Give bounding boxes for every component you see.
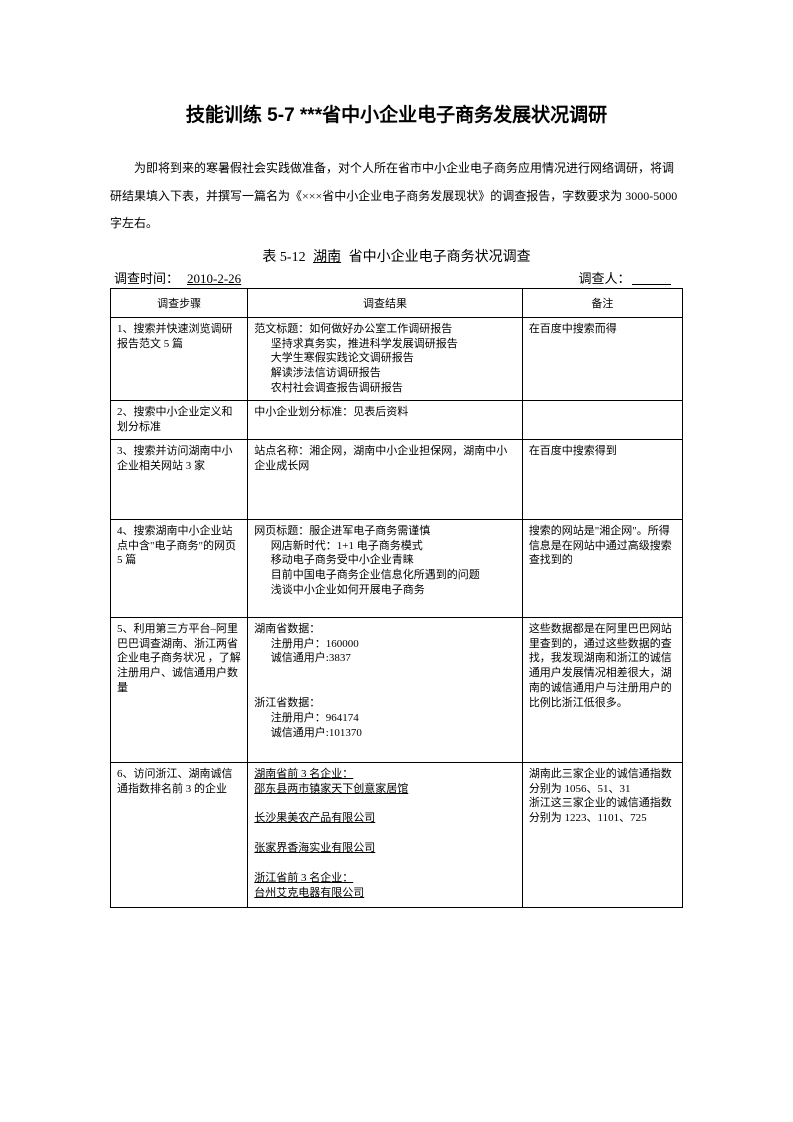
- step-text: 4、搜索湖南中小企业站点中含"电子商务"的网页 5 篇: [117, 524, 241, 569]
- step-text: 3、搜索并访问湖南中小企业相关网站 3 家: [117, 444, 241, 474]
- meta-time: 调查时间：2010-2-26: [114, 268, 249, 287]
- header-step: 调查步骤: [111, 288, 248, 317]
- step-text: 1、搜索并快速浏览调研报告范文 5 篇: [117, 322, 241, 352]
- cell-step: 6、访问浙江、湖南诚信通指数排名前 3 的企业: [111, 762, 248, 907]
- result-line: 诚信通用户:3837: [254, 651, 516, 666]
- result-text: 范文标题：如何做好办公室工作调研报告 坚持求真务实，推进科学发展调研报告 大学生…: [254, 322, 516, 396]
- cell-result: 湖南省数据： 注册用户：160000 诚信通用户:3837 浙江省数据： 注册用…: [248, 617, 523, 762]
- cell-result: 范文标题：如何做好办公室工作调研报告 坚持求真务实，推进科学发展调研报告 大学生…: [248, 317, 523, 400]
- result-line: 网页标题：服企进军电子商务需谨慎: [254, 524, 516, 539]
- remark-line: 湖南此三家企业的诚信通指数分别为 1056、51、31: [529, 767, 676, 797]
- result-line: 张家界香海实业有限公司: [254, 842, 375, 854]
- result-text: 站点名称：湘企网，湖南中小企业担保网，湖南中小企业成长网: [254, 444, 516, 474]
- header-remark: 备注: [522, 288, 682, 317]
- table-title-suffix: 省中小企业电子商务状况调查: [349, 250, 531, 265]
- meta-person-value: [624, 271, 679, 286]
- result-line: 注册用户：160000: [254, 637, 516, 652]
- meta-person: 调查人：: [578, 268, 679, 287]
- cell-step: 2、搜索中小企业定义和划分标准: [111, 401, 248, 440]
- cell-step: 4、搜索湖南中小企业站点中含"电子商务"的网页 5 篇: [111, 519, 248, 617]
- header-result: 调查结果: [248, 288, 523, 317]
- table-row: 1、搜索并快速浏览调研报告范文 5 篇 范文标题：如何做好办公室工作调研报告 坚…: [111, 317, 683, 400]
- remark-text: 在百度中搜索得到: [529, 444, 676, 459]
- result-line: 移动电子商务受中小企业青睐: [254, 553, 516, 568]
- cell-remark: [522, 401, 682, 440]
- result-line: 农村社会调查报告调研报告: [254, 381, 516, 396]
- remark-text: 湖南此三家企业的诚信通指数分别为 1056、51、31 浙江这三家企业的诚信通指…: [529, 767, 676, 826]
- result-line: 浙江省数据：: [254, 696, 516, 711]
- cell-remark: 这些数据都是在阿里巴巴网站里查到的，通过这些数据的查找，我发现湖南和浙江的诚信通…: [522, 617, 682, 762]
- step-text: 5、利用第三方平台–阿里巴巴调查湖南、浙江两省企业电子商务状况 ，了解注册用户、…: [117, 622, 241, 696]
- result-text: 中小企业划分标准：见表后资料: [254, 405, 516, 420]
- result-line: 网店新时代：1+1 电子商务模式: [254, 539, 516, 554]
- result-line: 注册用户：964174: [254, 711, 516, 726]
- cell-remark: 搜索的网站是"湘企网"。所得信息是在网站中通过高级搜索查找到的: [522, 519, 682, 617]
- meta-row: 调查时间：2010-2-26 调查人：: [110, 268, 683, 287]
- result-line: 台州艾克电器有限公司: [254, 887, 364, 899]
- result-line: 诚信通用户:101370: [254, 726, 516, 741]
- table-title-province: 湖南: [309, 250, 345, 265]
- result-line: 坚持求真务实，推进科学发展调研报告: [254, 337, 516, 352]
- remark-text: 这些数据都是在阿里巴巴网站里查到的，通过这些数据的查找，我发现湖南和浙江的诚信通…: [529, 622, 676, 711]
- result-line: 大学生寒假实践论文调研报告: [254, 351, 516, 366]
- cell-step: 3、搜索并访问湖南中小企业相关网站 3 家: [111, 439, 248, 519]
- cell-step: 1、搜索并快速浏览调研报告范文 5 篇: [111, 317, 248, 400]
- result-text: 网页标题：服企进军电子商务需谨慎 网店新时代：1+1 电子商务模式 移动电子商务…: [254, 524, 516, 613]
- remark-line: 浙江这三家企业的诚信通指数分别为 1223、1101、725: [529, 796, 676, 826]
- table-header-row: 调查步骤 调查结果 备注: [111, 288, 683, 317]
- table-title: 表 5-12 湖南 省中小企业电子商务状况调查: [110, 246, 683, 266]
- result-line: 湖南省前 3 名企业：: [254, 768, 353, 780]
- cell-remark: 在百度中搜索得到: [522, 439, 682, 519]
- remark-text: 搜索的网站是"湘企网"。所得信息是在网站中通过高级搜索查找到的: [529, 524, 676, 569]
- result-line: 长沙果美农产品有限公司: [254, 812, 375, 824]
- page-title: 技能训练 5-7 ***省中小企业电子商务发展状况调研: [110, 100, 683, 127]
- meta-person-label: 调查人：: [578, 271, 624, 286]
- result-line: 范文标题：如何做好办公室工作调研报告: [254, 322, 516, 337]
- result-line: 邵东县两市镇家天下创意家居馆: [254, 783, 408, 795]
- step-text: 2、搜索中小企业定义和划分标准: [117, 405, 241, 435]
- result-text: 湖南省前 3 名企业： 邵东县两市镇家天下创意家居馆 长沙果美农产品有限公司 张…: [254, 767, 516, 901]
- table-row: 2、搜索中小企业定义和划分标准 中小企业划分标准：见表后资料: [111, 401, 683, 440]
- cell-remark: 在百度中搜索而得: [522, 317, 682, 400]
- table-row: 4、搜索湖南中小企业站点中含"电子商务"的网页 5 篇 网页标题：服企进军电子商…: [111, 519, 683, 617]
- table-row: 3、搜索并访问湖南中小企业相关网站 3 家 站点名称：湘企网，湖南中小企业担保网…: [111, 439, 683, 519]
- result-line: 浅谈中小企业如何开展电子商务: [254, 583, 516, 598]
- cell-result: 网页标题：服企进军电子商务需谨慎 网店新时代：1+1 电子商务模式 移动电子商务…: [248, 519, 523, 617]
- table-row: 5、利用第三方平台–阿里巴巴调查湖南、浙江两省企业电子商务状况 ，了解注册用户、…: [111, 617, 683, 762]
- step-text: 6、访问浙江、湖南诚信通指数排名前 3 的企业: [117, 767, 241, 797]
- intro-paragraph: 为即将到来的寒暑假社会实践做准备，对个人所在省市中小企业电子商务应用情况进行网络…: [110, 155, 683, 238]
- result-line: 湖南省数据：: [254, 622, 516, 637]
- result-line: 目前中国电子商务企业信息化所遇到的问题: [254, 568, 516, 583]
- result-line: 解读涉法信访调研报告: [254, 366, 516, 381]
- cell-remark: 湖南此三家企业的诚信通指数分别为 1056、51、31 浙江这三家企业的诚信通指…: [522, 762, 682, 907]
- meta-time-value: 2010-2-26: [179, 271, 249, 286]
- cell-result: 站点名称：湘企网，湖南中小企业担保网，湖南中小企业成长网: [248, 439, 523, 519]
- remark-text: 在百度中搜索而得: [529, 322, 676, 337]
- cell-result: 中小企业划分标准：见表后资料: [248, 401, 523, 440]
- result-text: 湖南省数据： 注册用户：160000 诚信通用户:3837 浙江省数据： 注册用…: [254, 622, 516, 741]
- result-line: 浙江省前 3 名企业：: [254, 872, 353, 884]
- survey-table: 调查步骤 调查结果 备注 1、搜索并快速浏览调研报告范文 5 篇 范文标题：如何…: [110, 288, 683, 908]
- cell-step: 5、利用第三方平台–阿里巴巴调查湖南、浙江两省企业电子商务状况 ，了解注册用户、…: [111, 617, 248, 762]
- table-row: 6、访问浙江、湖南诚信通指数排名前 3 的企业 湖南省前 3 名企业： 邵东县两…: [111, 762, 683, 907]
- cell-result: 湖南省前 3 名企业： 邵东县两市镇家天下创意家居馆 长沙果美农产品有限公司 张…: [248, 762, 523, 907]
- table-title-prefix: 表 5-12: [262, 250, 305, 265]
- meta-time-label: 调查时间：: [114, 271, 179, 286]
